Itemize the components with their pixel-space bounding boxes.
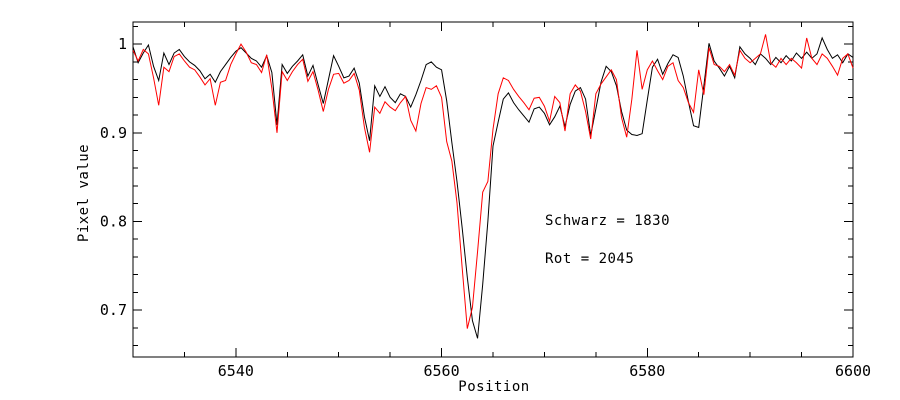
plot-frame [132, 21, 854, 358]
annotation-schwarz: Schwarz = 1830 [545, 213, 671, 229]
y-tick-label: 0.8 [100, 212, 127, 230]
annotation-rot: Rot = 2045 [545, 251, 635, 267]
x-tick-label: 6600 [835, 362, 871, 380]
y-tick-label: 0.7 [100, 301, 127, 319]
x-axis-ticks [132, 22, 854, 357]
x-tick-label: 6560 [424, 362, 460, 380]
y-axis-title: Pixel value [76, 143, 92, 243]
y-tick-label: 0.9 [100, 124, 127, 142]
x-tick-label: 6540 [218, 362, 254, 380]
series-rot-line [132, 34, 854, 329]
x-axis-title: Position [458, 379, 530, 395]
y-tick-label: 1 [118, 35, 127, 53]
y-axis-ticks [133, 25, 853, 346]
x-tick-label: 6580 [629, 362, 665, 380]
y-tick-labels: 0.7 0.8 0.9 1 [100, 35, 127, 319]
x-tick-labels: 6540 6560 6580 6600 [218, 362, 871, 380]
series-schwarz-line [132, 36, 854, 339]
